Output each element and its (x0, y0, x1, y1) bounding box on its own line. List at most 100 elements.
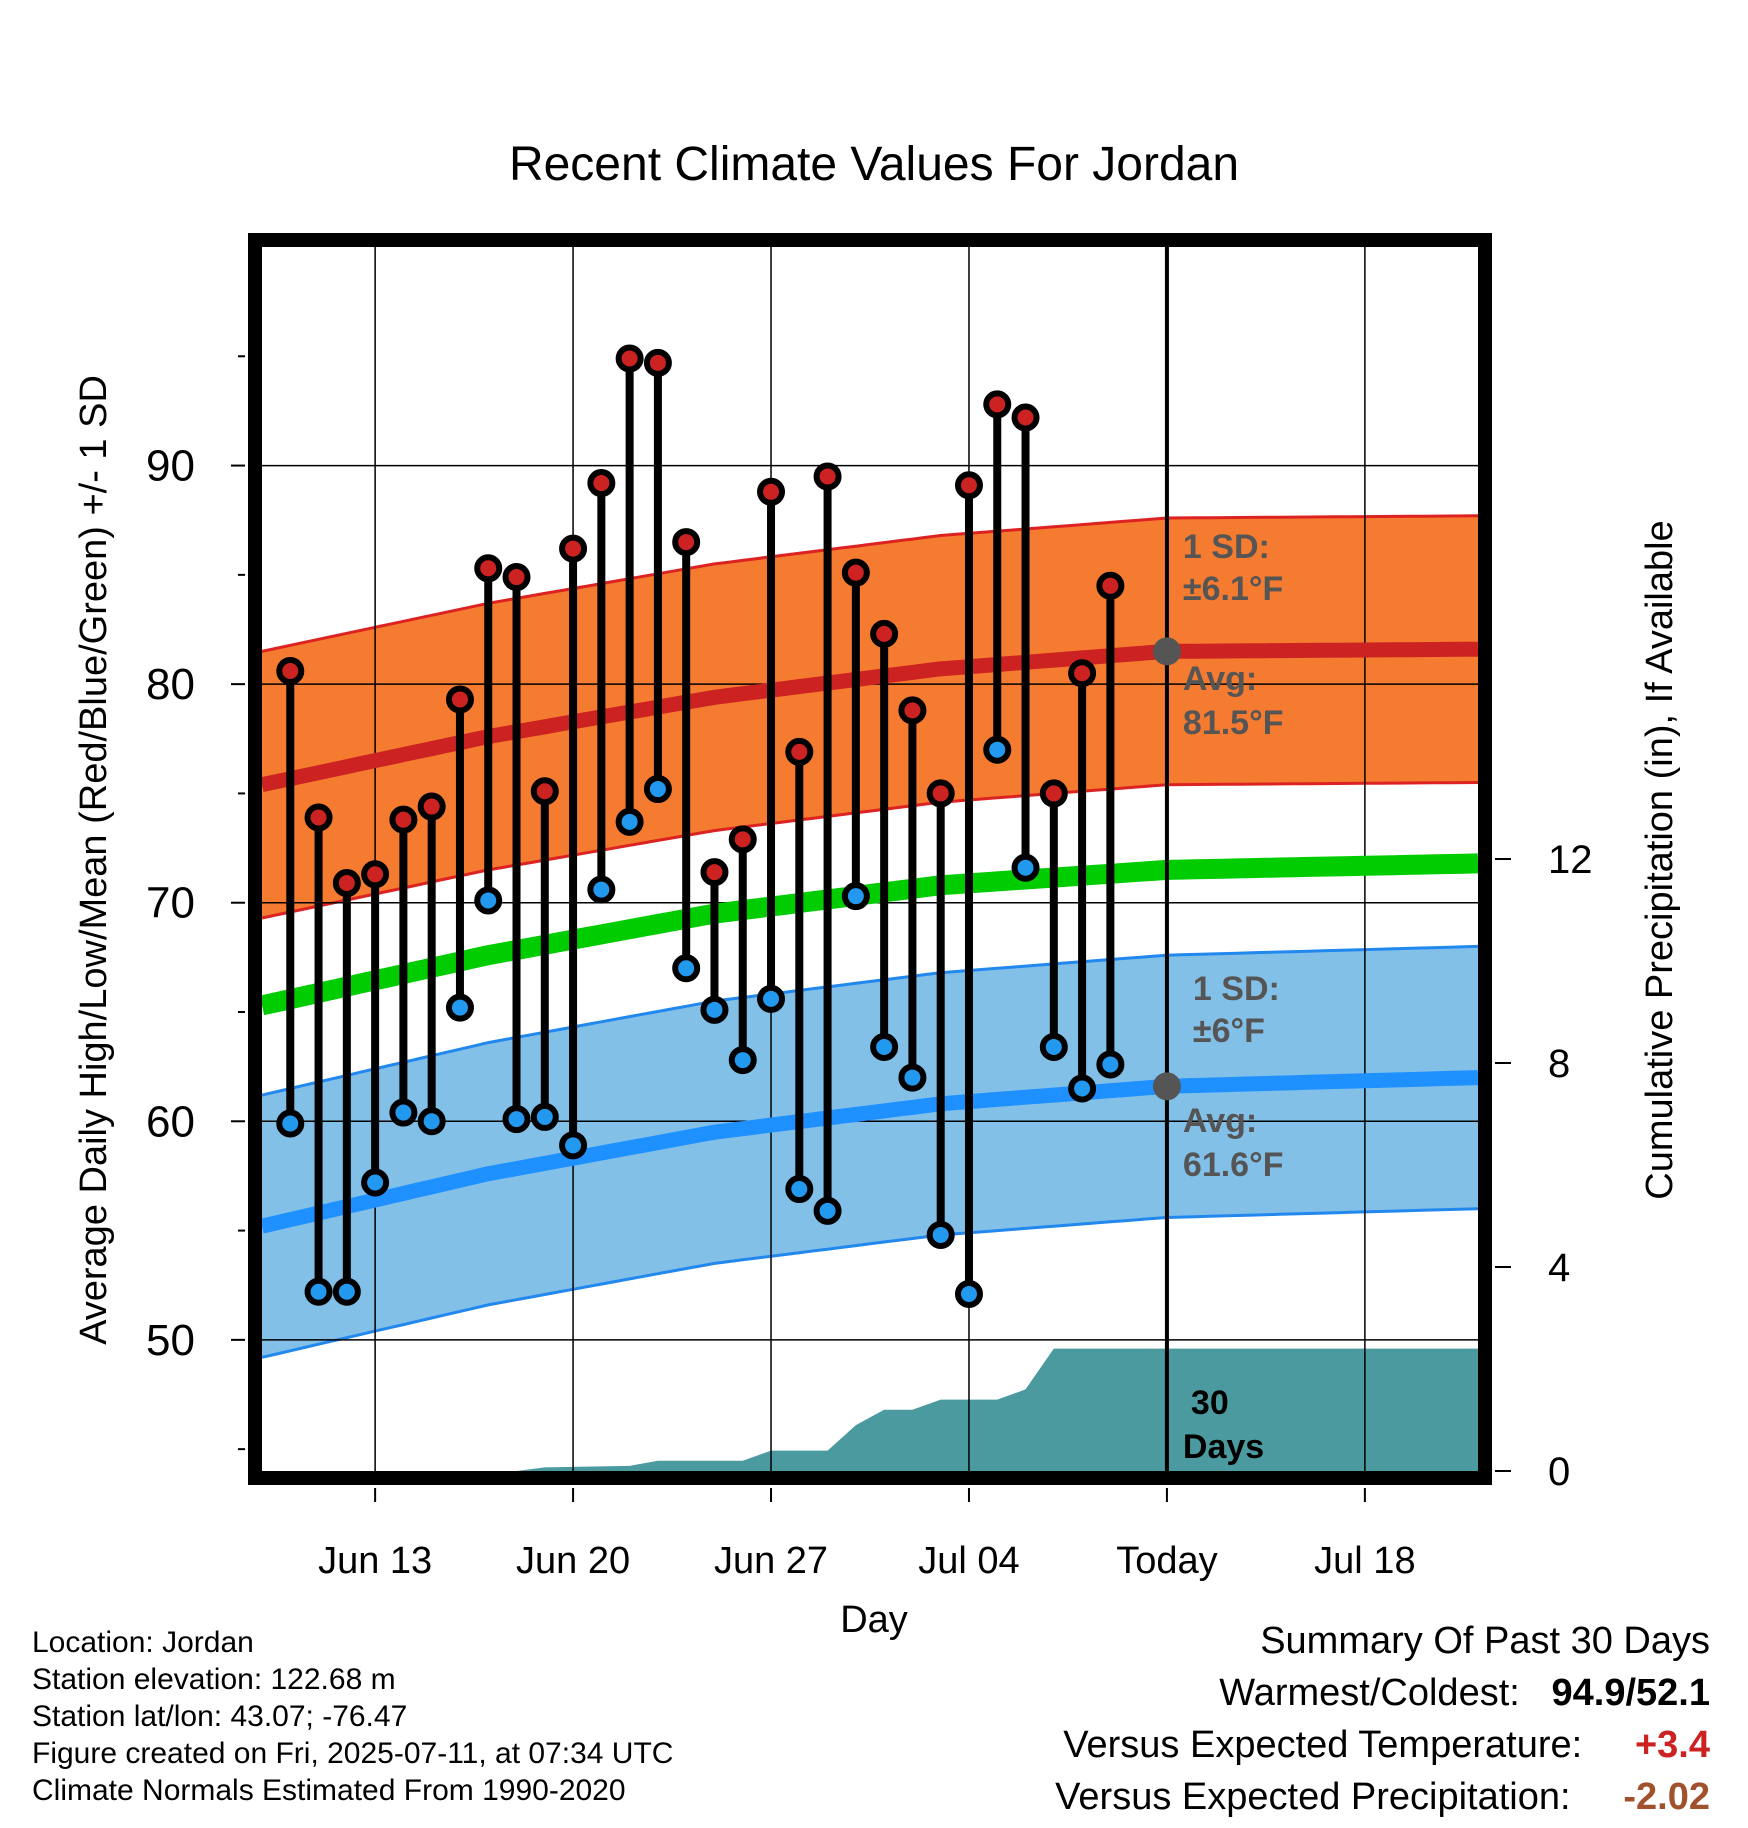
y-tick-label: 70 (146, 879, 195, 928)
low-sd-annotation: 1 SD: (1193, 970, 1280, 1008)
low-avg-value-annotation: 61.6°F (1183, 1146, 1284, 1184)
high-avg-annotation: Avg: (1183, 660, 1257, 698)
low-temp-point (587, 875, 616, 904)
high-temp-point (1011, 403, 1040, 432)
info-created: Figure created on Fri, 2025-07-11, at 07… (32, 1737, 674, 1770)
warm-cold-label: Warmest/Coldest: (1219, 1672, 1520, 1714)
high-temp-point (672, 528, 701, 557)
low-mean-normal-line (260, 1070, 1479, 1234)
x-tick-label: Jun 20 (516, 1540, 630, 1582)
high-sd-value-annotation: ±6.1°F (1183, 570, 1283, 608)
low-temp-point (445, 993, 474, 1022)
y-axis-label: Average Daily High/Low/Mean (Red/Blue/Gr… (73, 375, 115, 1345)
high-temp-point (841, 558, 870, 587)
high-temp-point (898, 696, 927, 725)
low-avg-today-dot (1152, 1072, 1181, 1101)
high-temp-point (700, 858, 729, 887)
high-temp-point (954, 471, 983, 500)
low-temp-point (332, 1277, 361, 1306)
low-temp-point (757, 984, 786, 1013)
low-temp-point (926, 1220, 955, 1249)
high-temp-point (474, 554, 503, 583)
high-temp-point (332, 869, 361, 898)
high-sd-annotation: 1 SD: (1183, 528, 1270, 566)
low-temp-point (615, 807, 644, 836)
high-temp-point (417, 792, 446, 821)
low-temp-point (870, 1032, 899, 1061)
high-temp-point (728, 825, 757, 854)
y2-tick-label: 4 (1548, 1246, 1570, 1290)
x-tick-label: Jun 13 (318, 1540, 432, 1582)
x-tick-label: Jul 04 (918, 1540, 1019, 1582)
low-temp-point (983, 735, 1012, 764)
high-temp-point (445, 685, 474, 714)
high-avg-value-annotation: 81.5°F (1183, 704, 1284, 742)
y2-tick-label: 0 (1548, 1450, 1570, 1494)
high-temp-point (1096, 571, 1125, 600)
precip-label: Versus Expected Precipitation: (1055, 1776, 1571, 1818)
low-avg-annotation: Avg: (1183, 1102, 1257, 1140)
low-temp-point (559, 1131, 588, 1160)
low-temp-point (361, 1168, 390, 1197)
high-temp-point (587, 469, 616, 498)
y2-tick-label: 8 (1548, 1042, 1570, 1086)
high-temp-point (1039, 779, 1068, 808)
high-sd-band (262, 515, 1478, 918)
low-temp-point (700, 995, 729, 1024)
low-temp-point (502, 1105, 531, 1134)
cumulative-precip-area (262, 1348, 1478, 1471)
low-temp-point (1039, 1032, 1068, 1061)
info-latlon: Station lat/lon: 43.07; -76.47 (32, 1700, 408, 1733)
high-temp-point (615, 344, 644, 373)
high-temp-point (389, 805, 418, 834)
low-temp-point (389, 1098, 418, 1127)
daily-mean-normal-line (259, 853, 1479, 1016)
high-band-lower-edge (261, 781, 1479, 920)
y2-tick-label: 12 (1548, 838, 1593, 882)
temp-value: +3.4 (1634, 1724, 1710, 1766)
y2-axis-label: Cumulative Precipitation (in), If Availa… (1639, 520, 1681, 1199)
days-count-annotation: 30 (1191, 1384, 1229, 1422)
low-sd-band (262, 946, 1478, 1358)
low-temp-point (898, 1063, 927, 1092)
info-normals: Climate Normals Estimated From 1990-2020 (32, 1774, 626, 1807)
temp-label: Versus Expected Temperature: (1063, 1724, 1583, 1766)
high-band-upper-edge (261, 514, 1479, 653)
station-info: Location: Jordan Station elevation: 122.… (32, 1624, 673, 1809)
chart-title: Recent Climate Values For Jordan (509, 138, 1239, 191)
high-temp-point (1068, 659, 1097, 688)
low-temp-point (1096, 1050, 1125, 1079)
high-temp-point (785, 737, 814, 766)
low-temp-point (417, 1107, 446, 1136)
low-sd-value-annotation: ±6°F (1193, 1012, 1265, 1050)
low-temp-point (304, 1277, 333, 1306)
high-temp-point (813, 462, 842, 491)
low-temp-point (954, 1279, 983, 1308)
y-tick-label: 90 (146, 442, 195, 491)
summary-temp: Versus Expected Temperature: +3.4 (1063, 1724, 1710, 1767)
days-word-annotation: Days (1183, 1428, 1264, 1466)
low-temp-point (813, 1196, 842, 1225)
summary-title: Summary Of Past 30 Days (1260, 1620, 1710, 1663)
low-temp-point (276, 1109, 305, 1138)
y-tick-label: 80 (146, 660, 195, 709)
plot-frame (248, 233, 1492, 1485)
x-tick-label: Jun 27 (714, 1540, 828, 1582)
high-temp-point (530, 777, 559, 806)
low-temp-point (474, 886, 503, 915)
high-temp-point (502, 563, 531, 592)
high-temp-point (757, 477, 786, 506)
low-temp-point (1011, 853, 1040, 882)
high-temp-point (926, 779, 955, 808)
low-band-lower-edge (261, 1207, 1479, 1359)
low-temp-point (530, 1102, 559, 1131)
warm-cold-value: 94.9/52.1 (1551, 1672, 1710, 1714)
low-temp-point (841, 882, 870, 911)
info-elevation: Station elevation: 122.68 m (32, 1663, 396, 1696)
y-tick-label: 60 (146, 1097, 195, 1146)
high-temp-point (643, 348, 672, 377)
summary-warm-cold: Warmest/Coldest: 94.9/52.1 (1219, 1672, 1710, 1715)
high-avg-today-dot (1152, 637, 1181, 666)
high-temp-point (559, 534, 588, 563)
